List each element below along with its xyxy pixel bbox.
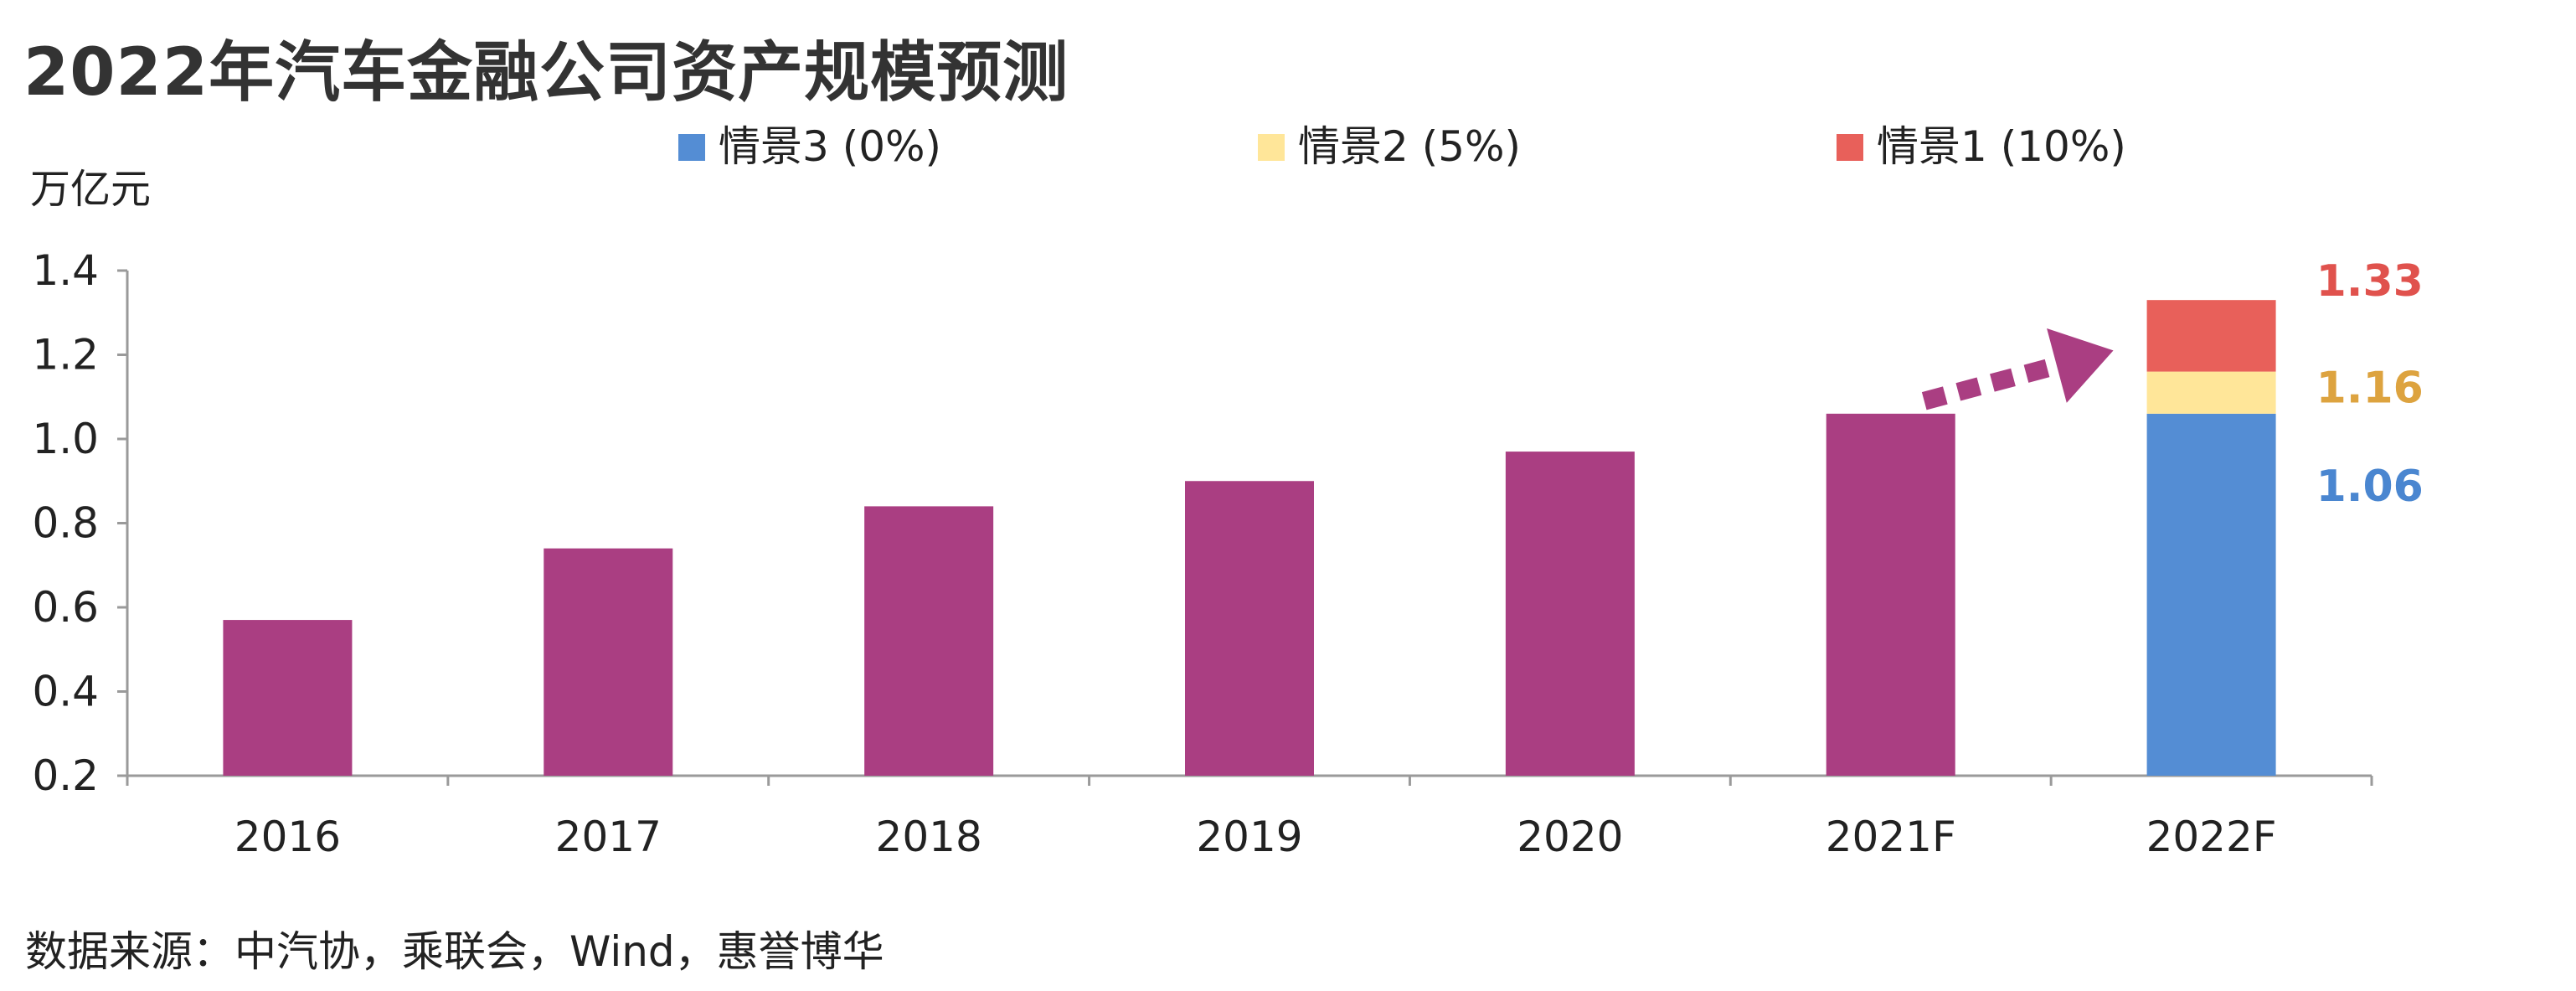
- legend-label-2: 情景2 (5%): [1298, 122, 1521, 171]
- legend-swatch-1: [678, 134, 705, 161]
- bar-2016: [223, 620, 353, 776]
- data-label-1.33: 1.33: [2316, 256, 2424, 307]
- y-axis-unit-label: 万亿元: [30, 166, 152, 213]
- y-tick-label: 1.2: [32, 331, 99, 379]
- legend-swatch-3: [1837, 134, 1863, 161]
- bar-2018: [864, 506, 994, 776]
- bar-2020: [1505, 452, 1635, 776]
- y-tick-label: 0.2: [32, 751, 99, 800]
- legend-label-1: 情景3 (0%): [719, 122, 941, 171]
- bar-2022F-segment-1: [2146, 413, 2276, 776]
- bar-2021F: [1826, 413, 1955, 776]
- x-tick-label: 2018: [876, 813, 982, 861]
- bar-2017: [544, 548, 673, 776]
- legend-swatch-2: [1258, 134, 1285, 161]
- y-tick-label: 0.4: [32, 668, 99, 716]
- legend-label-3: 情景1 (10%): [1877, 122, 2126, 171]
- x-tick-label: 2021F: [1826, 813, 1956, 861]
- x-tick-label: 2016: [234, 813, 341, 861]
- chart-title: 2022年汽车金融公司资产规模预测: [23, 35, 1069, 111]
- trend-arrow-head: [2047, 328, 2114, 403]
- y-tick-label: 0.6: [32, 583, 99, 632]
- x-tick-label: 2017: [555, 813, 662, 861]
- x-tick-label: 2022F: [2146, 813, 2277, 861]
- x-tick-label: 2020: [1517, 813, 1623, 861]
- y-tick-label: 1.4: [32, 246, 99, 295]
- bar-2022F-segment-3: [2146, 300, 2276, 372]
- bar-2019: [1185, 481, 1314, 776]
- x-tick-label: 2019: [1196, 813, 1302, 861]
- y-tick-label: 1.0: [32, 415, 99, 463]
- data-label-1.16: 1.16: [2316, 364, 2424, 414]
- source-note: 数据来源：中汽协，乘联会，Wind，惠誉博华: [25, 927, 884, 976]
- bar-2022F-segment-2: [2146, 371, 2276, 414]
- trend-arrow-shaft: [1921, 356, 2059, 410]
- y-tick-label: 0.8: [32, 499, 99, 548]
- data-label-1.06: 1.06: [2316, 462, 2424, 512]
